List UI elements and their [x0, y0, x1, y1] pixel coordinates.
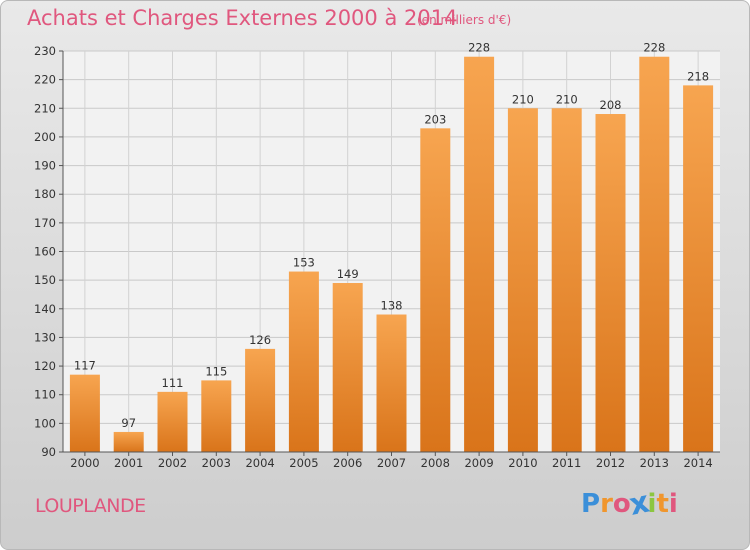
bar-2001: [113, 431, 144, 452]
bar-2007: [376, 314, 407, 452]
x-tick-label-2007: 2007: [377, 456, 406, 470]
y-tick-label: 150: [34, 273, 56, 287]
data-label-2004: 126: [249, 333, 271, 347]
y-tick-label: 140: [34, 302, 56, 316]
y-tick-label: 200: [34, 130, 56, 144]
bar-2002: [157, 391, 188, 452]
bar-2003: [201, 380, 232, 452]
y-tick-label: 100: [34, 416, 56, 430]
bar-2014: [683, 85, 714, 452]
x-tick-label-2013: 2013: [640, 456, 669, 470]
data-label-2014: 218: [687, 69, 709, 83]
logo-letter: r: [600, 489, 613, 519]
bar-2011: [551, 108, 582, 453]
bar-2008: [420, 128, 451, 452]
bar-2004: [245, 348, 276, 452]
data-label-2002: 111: [162, 376, 184, 390]
y-tick-label: 230: [34, 44, 56, 58]
data-label-2009: 228: [468, 41, 490, 55]
logo-letter: i: [647, 489, 657, 519]
data-label-2001: 97: [121, 416, 136, 430]
x-tick-label-2006: 2006: [333, 456, 362, 470]
bar-2009: [464, 56, 495, 452]
x-tick-label-2011: 2011: [552, 456, 581, 470]
y-tick-label: 110: [34, 388, 56, 402]
y-tick-label: 170: [34, 216, 56, 230]
logo-letter: o: [612, 489, 631, 519]
y-tick-label: 130: [34, 330, 56, 344]
data-label-2006: 149: [337, 267, 359, 281]
x-tick-label-2009: 2009: [464, 456, 493, 470]
y-tick-label: 90: [41, 445, 56, 459]
y-tick-label: 160: [34, 245, 56, 259]
x-tick-label-2010: 2010: [508, 456, 537, 470]
logo-letter: i: [668, 489, 678, 519]
proxiti-logo: Proxiti: [581, 485, 678, 523]
data-label-2012: 208: [600, 98, 622, 112]
place-name: LOUPLANDE: [35, 495, 146, 517]
x-tick-label-2001: 2001: [114, 456, 143, 470]
x-tick-label-2003: 2003: [202, 456, 231, 470]
bar-2006: [332, 283, 363, 452]
x-tick-label-2004: 2004: [245, 456, 274, 470]
chart-title: Achats et Charges Externes 2000 à 2014: [27, 6, 458, 30]
x-tick-label-2005: 2005: [289, 456, 318, 470]
bar-2012: [595, 114, 626, 452]
y-tick-label: 190: [34, 159, 56, 173]
bar-2000: [69, 374, 100, 452]
y-tick-label: 120: [34, 359, 56, 373]
data-label-2007: 138: [381, 299, 403, 313]
x-tick-label-2000: 2000: [70, 456, 99, 470]
data-label-2008: 203: [424, 112, 446, 126]
bar-2005: [288, 271, 319, 452]
y-tick-label: 180: [34, 187, 56, 201]
x-tick-label-2012: 2012: [596, 456, 625, 470]
x-tick-label-2002: 2002: [158, 456, 187, 470]
data-label-2000: 117: [74, 359, 96, 373]
x-tick-label-2014: 2014: [683, 456, 712, 470]
y-tick-label: 220: [34, 73, 56, 87]
x-tick-label-2008: 2008: [421, 456, 450, 470]
data-label-2013: 228: [643, 41, 665, 55]
y-tick-label: 210: [34, 101, 56, 115]
bars: 117 97 111 115 126 153 149 138 203 228 210 210 208 22…: [69, 41, 714, 453]
logo-letter: P: [581, 489, 601, 519]
chart-subtitle: (en milliers d'€): [417, 13, 512, 27]
data-label-2011: 210: [556, 92, 578, 106]
data-label-2003: 115: [205, 364, 227, 378]
data-label-2005: 153: [293, 256, 315, 270]
logo-letter: t: [656, 489, 669, 519]
axes: 90 100 110 120 130 140 150 160 170 180 190 200 210 22…: [34, 44, 720, 470]
data-label-2010: 210: [512, 92, 534, 106]
bar-2010: [507, 108, 538, 453]
bar-2013: [639, 56, 670, 452]
